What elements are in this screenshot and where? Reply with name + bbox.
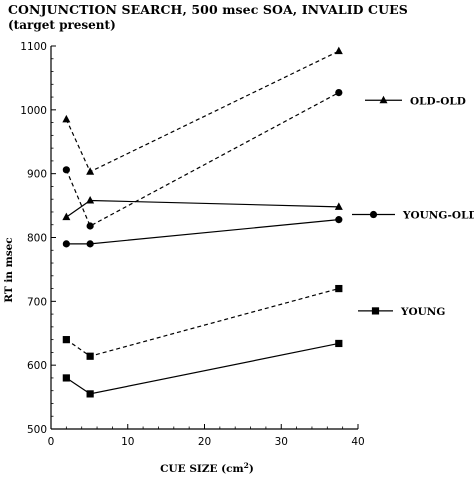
y-tick-label: 600 [27, 360, 47, 372]
series-young-dashed [62, 284, 343, 360]
data-point-young-old-solid [335, 216, 343, 224]
series-line-young-dashed [66, 287, 339, 357]
chart-title: CONJUNCTION SEARCH, 500 msec SOA, INVALI… [8, 2, 408, 17]
legend-marker-old-old [379, 95, 388, 104]
series-old-old-solid [62, 195, 343, 221]
data-point-old-old-dashed [62, 114, 71, 123]
data-point-young-old-dashed [62, 166, 70, 174]
data-point-old-old-dashed [334, 46, 343, 55]
series-young-solid [62, 339, 343, 398]
series-line-young-solid [66, 342, 339, 395]
data-point-old-old-solid [86, 195, 95, 204]
x-tick-label: 40 [351, 436, 364, 448]
y-tick-label: 900 [27, 169, 47, 181]
legend-item-young-old: YOUNG-OLD [352, 210, 474, 222]
series-young-old-dashed [62, 88, 343, 230]
legend: OLD-OLD YOUNG-OLD YOUNG [352, 95, 474, 318]
data-point-young-old-dashed [86, 222, 94, 230]
legend-label-young: YOUNG [400, 306, 445, 318]
series-line-old-old-solid [66, 199, 339, 218]
series-line-young-old-solid [66, 219, 339, 245]
x-tick-label: 0 [48, 436, 55, 448]
data-point-old-old-solid [62, 212, 71, 221]
data-point-old-old-dashed [86, 167, 95, 175]
y-tick-label: 500 [27, 424, 47, 436]
series-layer [62, 46, 343, 398]
x-axis-label-sup: 2 [244, 461, 249, 470]
legend-label-young-old: YOUNG-OLD [402, 210, 474, 222]
chart-subtitle: (target present) [8, 18, 116, 32]
legend-item-young: YOUNG [358, 306, 445, 318]
x-tick-label: 10 [121, 436, 134, 448]
data-point-young-dashed [86, 352, 94, 360]
legend-marker-young [371, 307, 380, 315]
data-point-young-dashed [335, 284, 343, 293]
legend-label-old-old: OLD-OLD [410, 95, 466, 107]
data-point-young-dashed [62, 336, 70, 344]
data-point-young-solid [62, 374, 70, 382]
y-tick-label: 1000 [20, 105, 47, 117]
y-tick-label: 1100 [20, 41, 47, 53]
series-line-old-old-dashed [65, 50, 340, 173]
data-point-old-old-solid [334, 202, 343, 210]
x-axis-label: CUE SIZE (cm2) [160, 461, 254, 475]
legend-marker-young-old [369, 210, 378, 219]
y-tick-label: 700 [27, 296, 47, 308]
data-point-young-solid [335, 339, 343, 348]
series-old-old-dashed [62, 46, 343, 175]
x-axis-label-main: CUE SIZE (cm [160, 463, 243, 475]
data-point-young-old-solid [86, 240, 94, 248]
data-point-young-old-dashed [335, 88, 343, 97]
data-point-young-old-solid [62, 240, 70, 248]
data-point-young-solid [86, 390, 94, 398]
legend-item-old-old: OLD-OLD [365, 95, 466, 107]
series-young-old-solid [62, 216, 343, 248]
x-axis-label-end: ) [249, 463, 254, 475]
axes: 500 600 700 800 900 1000 1100 0 10 20 30 40 [20, 41, 364, 448]
x-tick-label: 20 [198, 436, 211, 448]
y-axis-label: RT in msec [3, 237, 15, 302]
y-tick-label: 800 [27, 233, 47, 245]
x-tick-label: 30 [275, 436, 288, 448]
